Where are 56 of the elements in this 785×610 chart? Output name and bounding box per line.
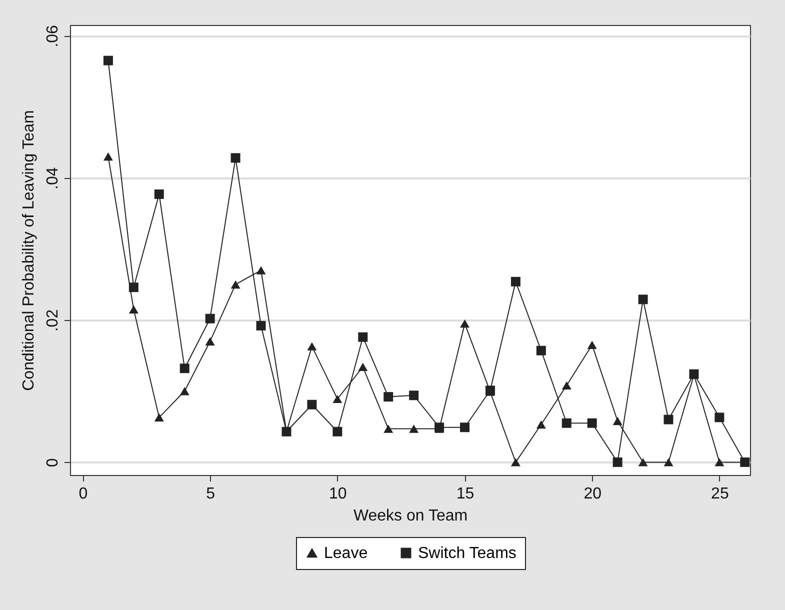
point: [587, 340, 597, 350]
x-axis-title: Weeks on Team: [353, 508, 468, 524]
point: [562, 418, 572, 428]
point: [638, 458, 648, 466]
x-tick-label: 5: [206, 486, 216, 502]
point: [358, 332, 368, 342]
point: [510, 458, 520, 466]
point: [510, 276, 520, 286]
point: [154, 413, 164, 422]
point: [180, 387, 190, 396]
point: [358, 362, 368, 372]
point: [409, 424, 419, 433]
point: [587, 418, 597, 428]
point: [714, 458, 724, 466]
point: [154, 189, 164, 199]
point: [536, 346, 546, 356]
x-tick-label: 15: [456, 486, 474, 502]
x-tick-label: 25: [711, 486, 729, 502]
point: [205, 314, 215, 324]
point: [384, 424, 394, 433]
y-tick-label: 0: [44, 458, 62, 468]
point: [230, 280, 240, 289]
legend-label: Switch Teams: [418, 545, 516, 562]
y-tick-label: .04: [44, 167, 62, 190]
point: [612, 457, 622, 467]
point: [664, 414, 674, 424]
point: [103, 152, 113, 161]
y-tick-label: .02: [44, 309, 62, 332]
point: [638, 294, 648, 304]
point: [256, 266, 266, 274]
point: [714, 412, 724, 422]
point: [409, 390, 419, 400]
point: [256, 320, 266, 330]
point: [664, 458, 674, 466]
x-tick-label: 0: [78, 486, 88, 502]
point: [205, 337, 215, 346]
point: [103, 56, 113, 66]
point: [128, 282, 138, 292]
point: [562, 381, 572, 390]
x-tick-label: 20: [584, 486, 602, 502]
point: [612, 416, 622, 426]
point: [230, 153, 240, 163]
legend-label: Leave: [324, 545, 368, 562]
point: [128, 305, 138, 314]
point: [307, 400, 317, 410]
point: [536, 420, 546, 429]
y-axis-title: Conditional Probability of Leaving Team: [20, 110, 38, 391]
point: [384, 392, 394, 402]
y-tick-label: .06: [44, 24, 62, 48]
point: [460, 319, 470, 328]
point: [180, 364, 190, 374]
point: [332, 426, 342, 436]
point: [332, 394, 342, 404]
point: [307, 342, 317, 350]
point: [460, 422, 470, 432]
x-tick-label: 10: [329, 486, 347, 502]
